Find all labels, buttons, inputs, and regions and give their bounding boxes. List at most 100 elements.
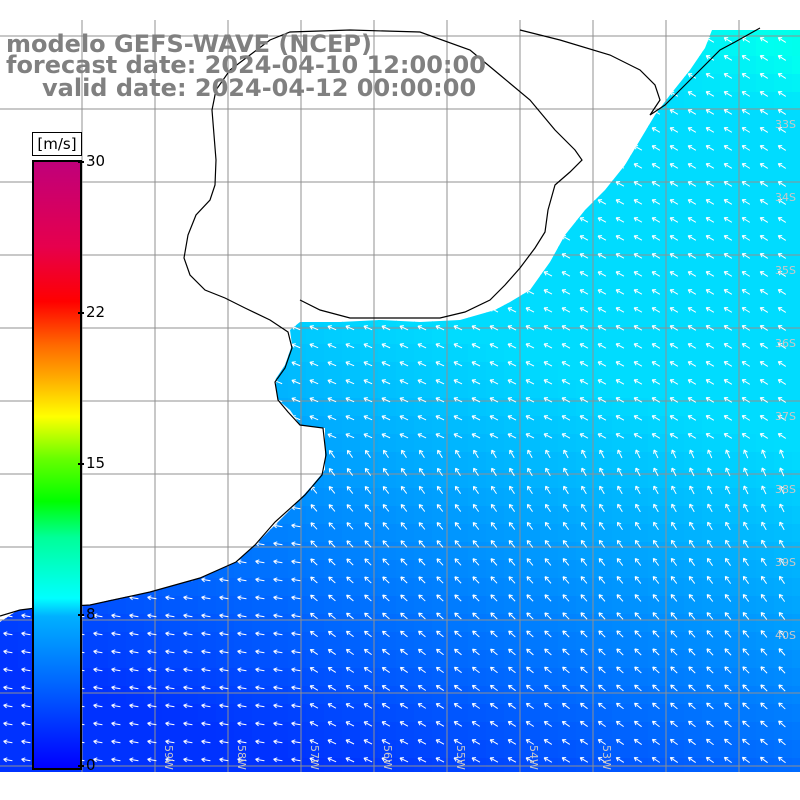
wind-arrow <box>473 449 479 459</box>
wind-arrow <box>219 361 229 367</box>
wind-arrow <box>634 576 642 584</box>
speed-cell <box>738 686 757 705</box>
wind-arrow <box>93 415 103 420</box>
speed-cell <box>558 686 577 705</box>
speed-cell <box>558 506 577 525</box>
wind-arrow <box>598 648 606 656</box>
speed-cell <box>432 146 451 165</box>
speed-cell <box>270 488 289 507</box>
speed-cell <box>234 632 253 651</box>
speed-cell <box>90 668 109 687</box>
wind-arrow <box>689 539 695 549</box>
speed-cell <box>666 740 685 759</box>
speed-cell <box>90 632 109 651</box>
speed-cell <box>468 632 487 651</box>
wind-arrow <box>471 109 481 115</box>
speed-cell <box>432 236 451 255</box>
wind-arrow <box>399 325 409 331</box>
wind-arrow <box>633 433 643 439</box>
wind-arrow <box>183 307 193 313</box>
wind-arrow <box>437 449 443 459</box>
wind-arrow <box>255 145 265 151</box>
wind-arrow <box>382 612 390 620</box>
wind-arrow <box>93 667 103 673</box>
wind-arrow <box>633 271 643 277</box>
wind-arrow <box>545 449 551 459</box>
speed-cell <box>198 344 217 363</box>
speed-cell <box>342 668 361 687</box>
wind-arrow <box>597 109 607 115</box>
wind-arrow <box>489 343 499 349</box>
colorbar-unit: [m/s] <box>32 132 82 156</box>
wind-arrow <box>705 235 715 241</box>
wind-arrow <box>743 503 749 513</box>
wind-arrow <box>579 217 589 223</box>
valid-date: valid date: 2024-04-12 00:00:00 <box>42 74 477 102</box>
speed-cell <box>306 650 325 669</box>
wind-arrow <box>21 739 31 745</box>
speed-cell <box>252 308 271 327</box>
speed-cell <box>756 614 775 633</box>
speed-cell <box>126 542 145 561</box>
wind-arrow <box>545 485 551 495</box>
speed-cell <box>288 776 307 795</box>
wind-arrow <box>237 433 247 439</box>
wind-arrow <box>579 91 589 97</box>
wind-arrow <box>723 253 733 259</box>
speed-cell <box>756 30 775 39</box>
wind-arrow <box>633 235 643 241</box>
speed-cell <box>342 632 361 651</box>
speed-cell <box>648 200 667 219</box>
speed-cell <box>774 38 793 57</box>
wind-arrow <box>778 593 786 602</box>
speed-cell <box>558 722 577 741</box>
wind-arrow <box>111 343 121 348</box>
speed-cell <box>702 704 721 723</box>
wind-arrow <box>580 612 588 620</box>
speed-cell <box>792 128 800 147</box>
wind-arrow <box>562 576 570 584</box>
speed-cell <box>252 380 271 399</box>
speed-cell <box>738 542 757 561</box>
speed-cell <box>558 614 577 633</box>
wind-arrow <box>778 702 786 710</box>
speed-cell <box>612 434 631 453</box>
wind-arrow <box>21 559 31 565</box>
wind-arrow <box>201 685 211 691</box>
wind-arrow <box>111 217 121 222</box>
wind-arrow <box>777 433 787 439</box>
speed-cell <box>738 776 757 795</box>
speed-cell <box>666 596 685 615</box>
wind-arrow <box>777 127 787 133</box>
wind-arrow <box>723 181 733 187</box>
speed-cell <box>360 164 379 183</box>
wind-arrow <box>328 540 336 548</box>
speed-cell <box>0 92 19 111</box>
speed-cell <box>792 452 800 471</box>
speed-cell <box>252 776 271 795</box>
wind-arrow <box>219 307 229 313</box>
speed-cell <box>216 758 235 772</box>
speed-cell <box>144 362 163 381</box>
speed-cell <box>324 740 343 759</box>
wind-arrow <box>345 685 355 691</box>
wind-arrow <box>526 576 534 584</box>
speed-cell <box>378 416 397 435</box>
wind-arrow <box>129 433 139 438</box>
speed-cell <box>702 398 721 417</box>
wind-arrow <box>435 648 444 656</box>
speed-cell <box>630 38 649 57</box>
speed-cell <box>450 614 469 633</box>
colorbar-tick-label: 8 <box>86 605 96 623</box>
speed-cell <box>450 596 469 615</box>
wind-arrow <box>597 217 607 223</box>
speed-cell <box>630 344 649 363</box>
wind-arrow <box>183 109 193 115</box>
wind-arrow <box>543 217 553 223</box>
wind-arrow <box>183 541 193 547</box>
wind-arrow <box>652 684 660 692</box>
speed-cell <box>468 236 487 255</box>
speed-cell <box>756 218 775 237</box>
wind-arrow <box>688 684 696 692</box>
